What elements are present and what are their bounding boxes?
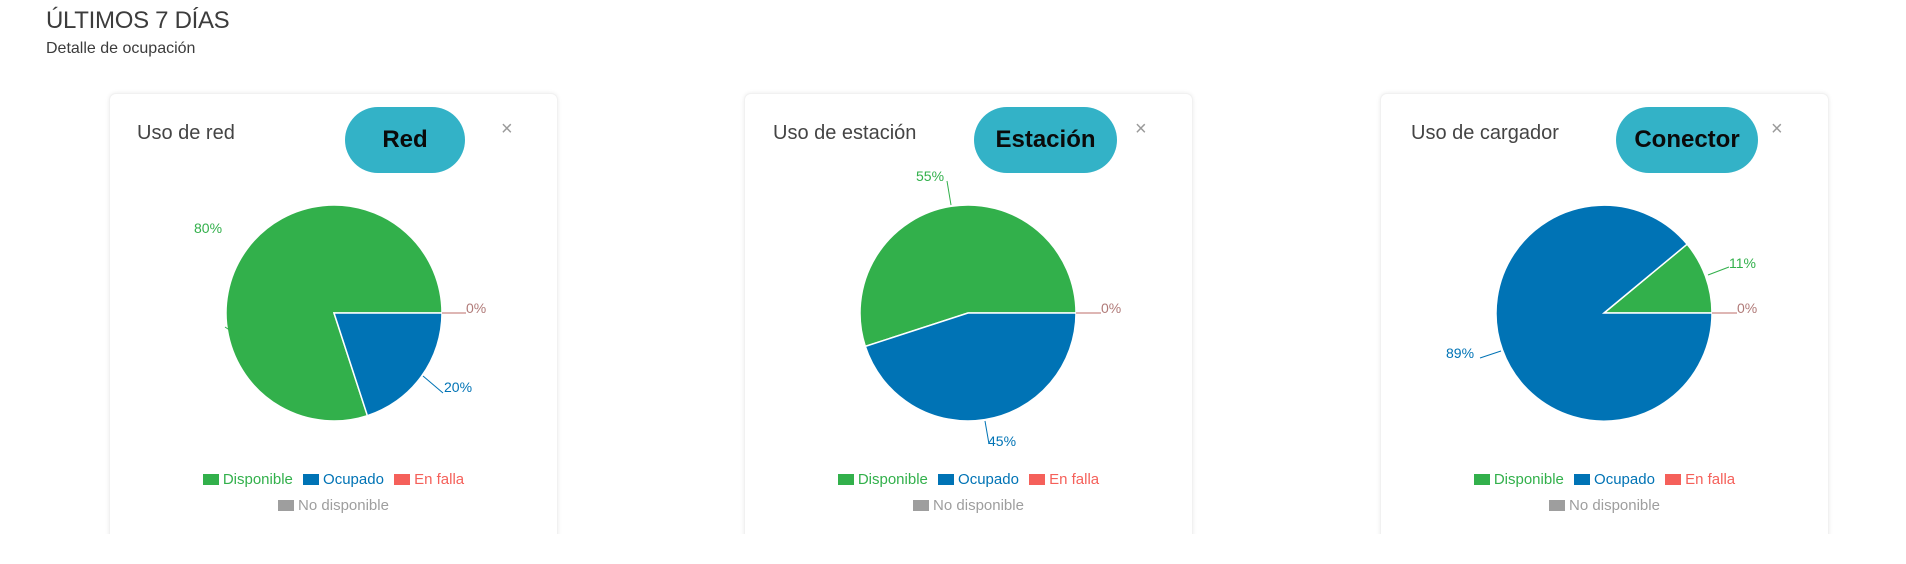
legend-swatch bbox=[303, 474, 320, 485]
badge-estacion-button[interactable]: Estación bbox=[974, 107, 1117, 173]
slice-ocupado[interactable] bbox=[864, 312, 1077, 422]
slice-disponible[interactable] bbox=[859, 204, 1077, 348]
pie-slices bbox=[225, 204, 443, 422]
card-title: Uso de cargador bbox=[1411, 122, 1559, 144]
label-disponible: 55% bbox=[916, 168, 944, 184]
legend-item-no-disponible[interactable]: No disponible bbox=[278, 493, 389, 518]
viewport-bottom-edge bbox=[0, 534, 1906, 564]
slice-ocupado[interactable] bbox=[332, 312, 443, 417]
pie-chart-estacion: 55% 45% 0% bbox=[859, 168, 1121, 449]
legend-item-no-disponible[interactable]: No disponible bbox=[913, 493, 1024, 518]
section-subtitle: Detalle de ocupación bbox=[46, 40, 196, 57]
slice-disponible[interactable] bbox=[225, 204, 443, 422]
legend-item-disponible[interactable]: Disponible bbox=[1473, 467, 1564, 492]
close-icon[interactable]: × bbox=[1771, 118, 1783, 140]
legend-item-ocupado[interactable]: Ocupado bbox=[1574, 467, 1655, 492]
close-icon[interactable]: × bbox=[501, 118, 513, 140]
chart-card-estacion: Uso de estación Estación × 55% 45% 0% Di… bbox=[744, 93, 1193, 555]
card-title: Uso de red bbox=[137, 122, 235, 144]
legend-item-en-falla[interactable]: En falla bbox=[394, 467, 464, 492]
legend-swatch bbox=[938, 474, 955, 485]
chart-card-red: Uso de red Red × 80% 20% 0% Disponible O… bbox=[109, 93, 558, 555]
legend-item-en-falla[interactable]: En falla bbox=[1029, 467, 1099, 492]
card-title: Uso de estación bbox=[773, 122, 917, 144]
label-disponible: 11% bbox=[1729, 255, 1756, 271]
legend-swatch bbox=[1029, 474, 1046, 485]
pie-slices bbox=[859, 204, 1077, 422]
label-en-falla: 0% bbox=[466, 300, 486, 316]
slice-disponible[interactable] bbox=[1601, 243, 1713, 314]
label-ocupado: 20% bbox=[444, 379, 472, 395]
label-ocupado: 89% bbox=[1446, 345, 1474, 361]
legend-item-disponible[interactable]: Disponible bbox=[202, 467, 293, 492]
chart-legend: Disponible Ocupado En falla No disponibl… bbox=[1381, 467, 1828, 519]
section-title: ÚLTIMOS 7 DÍAS bbox=[46, 7, 230, 34]
pie-chart-red: 80% 20% 0% bbox=[194, 204, 486, 422]
slice-ocupado[interactable] bbox=[1495, 204, 1713, 422]
legend-swatch bbox=[1665, 474, 1682, 485]
label-en-falla: 0% bbox=[1101, 300, 1121, 316]
legend-item-en-falla[interactable]: En falla bbox=[1665, 467, 1735, 492]
legend-swatch bbox=[837, 474, 854, 485]
pie-chart-conector: 11% 89% 0% bbox=[1446, 204, 1757, 422]
pie-slices bbox=[1495, 204, 1713, 422]
legend-swatch bbox=[278, 500, 295, 511]
legend-swatch bbox=[913, 500, 930, 511]
label-ocupado: 45% bbox=[988, 433, 1016, 449]
legend-swatch bbox=[1574, 474, 1591, 485]
legend-swatch bbox=[1549, 500, 1566, 511]
badge-red-button[interactable]: Red bbox=[345, 107, 465, 173]
legend-item-no-disponible[interactable]: No disponible bbox=[1549, 493, 1660, 518]
legend-swatch bbox=[394, 474, 411, 485]
close-icon[interactable]: × bbox=[1135, 118, 1147, 140]
legend-item-ocupado[interactable]: Ocupado bbox=[303, 467, 384, 492]
slice-labels: 80% 20% 0% bbox=[194, 220, 486, 395]
chart-legend: Disponible Ocupado En falla No disponibl… bbox=[110, 467, 557, 519]
slice-labels: 11% 89% 0% bbox=[1446, 255, 1757, 361]
legend-swatch bbox=[1473, 474, 1490, 485]
label-en-falla: 0% bbox=[1737, 300, 1757, 316]
slice-labels: 55% 45% 0% bbox=[916, 168, 1121, 449]
legend-item-disponible[interactable]: Disponible bbox=[837, 467, 928, 492]
legend-swatch bbox=[202, 474, 219, 485]
label-disponible: 80% bbox=[194, 220, 222, 236]
badge-conector-button[interactable]: Conector bbox=[1616, 107, 1758, 173]
legend-item-ocupado[interactable]: Ocupado bbox=[938, 467, 1019, 492]
chart-legend: Disponible Ocupado En falla No disponibl… bbox=[745, 467, 1192, 519]
chart-card-conector: Uso de cargador Conector × 11% 89% 0% Di… bbox=[1380, 93, 1829, 555]
